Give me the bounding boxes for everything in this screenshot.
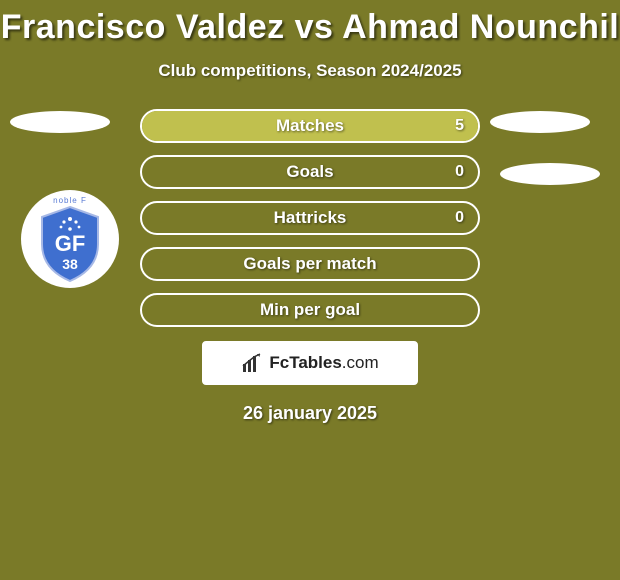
decor-ellipse-right-mid bbox=[500, 163, 600, 185]
stat-label: Goals bbox=[286, 162, 333, 182]
stat-row: Matches 5 bbox=[140, 109, 480, 143]
footer-brand-suffix: .com bbox=[342, 353, 379, 372]
stat-row: Goals per match bbox=[140, 247, 480, 281]
svg-text:noble F: noble F bbox=[53, 196, 87, 205]
stat-row: Goals 0 bbox=[140, 155, 480, 189]
stat-value-right: 0 bbox=[455, 163, 464, 181]
footer-brand[interactable]: FcTables.com bbox=[202, 341, 418, 385]
stat-label: Goals per match bbox=[243, 254, 376, 274]
stat-label: Hattricks bbox=[274, 208, 347, 228]
footer-date: 26 january 2025 bbox=[0, 403, 620, 424]
stat-value-right: 5 bbox=[455, 117, 464, 135]
club-crest: noble F GF 38 bbox=[20, 189, 120, 289]
decor-ellipse-left-top bbox=[10, 111, 110, 133]
page-subtitle: Club competitions, Season 2024/2025 bbox=[0, 61, 620, 81]
bar-chart-icon bbox=[241, 352, 263, 374]
stat-value-right: 0 bbox=[455, 209, 464, 227]
decor-ellipse-right-top bbox=[490, 111, 590, 133]
club-crest-svg: noble F GF 38 bbox=[20, 189, 120, 289]
stat-label: Matches bbox=[276, 116, 344, 136]
stat-row: Hattricks 0 bbox=[140, 201, 480, 235]
svg-text:GF: GF bbox=[55, 231, 86, 256]
footer-brand-main: FcTables bbox=[269, 353, 341, 372]
svg-text:38: 38 bbox=[62, 256, 78, 272]
comparison-stage: noble F GF 38 Matches5Goals0Hattricks0Go… bbox=[0, 109, 620, 327]
page-title: Francisco Valdez vs Ahmad Nounchil bbox=[0, 0, 620, 47]
footer-brand-text: FcTables.com bbox=[269, 353, 378, 373]
stat-row: Min per goal bbox=[140, 293, 480, 327]
stat-label: Min per goal bbox=[260, 300, 360, 320]
